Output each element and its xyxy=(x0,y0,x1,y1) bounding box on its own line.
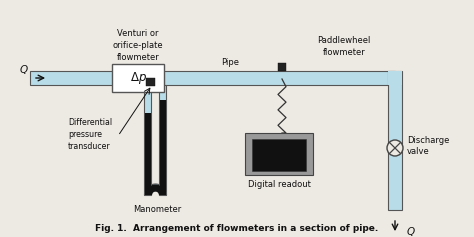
Text: $Q$: $Q$ xyxy=(19,64,29,77)
Polygon shape xyxy=(145,184,166,195)
Bar xyxy=(388,71,402,210)
Bar xyxy=(112,64,164,92)
Bar xyxy=(159,85,166,195)
Text: Manometer: Manometer xyxy=(133,205,181,214)
Bar xyxy=(245,133,313,175)
Bar xyxy=(388,71,402,85)
Bar xyxy=(145,85,152,195)
Bar xyxy=(252,139,306,171)
Text: $Q$: $Q$ xyxy=(406,225,416,237)
Bar xyxy=(278,63,286,71)
Text: Discharge
valve: Discharge valve xyxy=(407,136,449,156)
Bar xyxy=(30,71,395,85)
Text: Paddlewheel
flowmeter: Paddlewheel flowmeter xyxy=(317,36,371,57)
Polygon shape xyxy=(145,184,166,195)
Bar xyxy=(160,100,166,195)
Text: Pipe: Pipe xyxy=(221,58,239,67)
Text: Fig. 1.  Arrangement of flowmeters in a section of pipe.: Fig. 1. Arrangement of flowmeters in a s… xyxy=(95,224,379,233)
Bar xyxy=(146,78,155,86)
Bar xyxy=(145,113,151,195)
Circle shape xyxy=(387,140,403,156)
Text: Venturi or
orifice-plate
flowmeter: Venturi or orifice-plate flowmeter xyxy=(113,29,164,62)
Text: Digital readout: Digital readout xyxy=(247,180,310,189)
Text: $\Delta p$: $\Delta p$ xyxy=(129,70,146,86)
Text: Differential
pressure
transducer: Differential pressure transducer xyxy=(68,118,112,150)
